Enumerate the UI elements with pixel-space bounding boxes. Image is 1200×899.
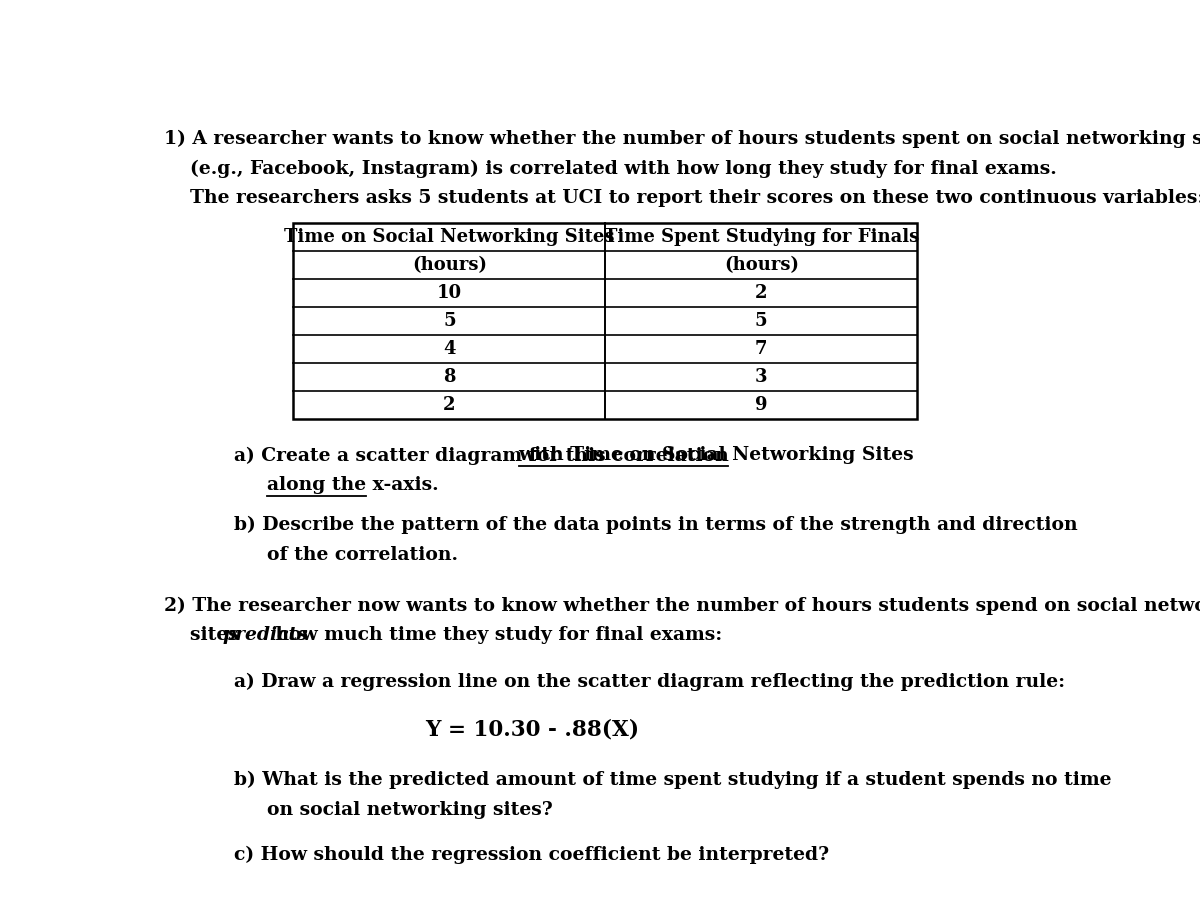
Text: how much time they study for final exams:: how much time they study for final exams… [269, 627, 722, 645]
Text: 2: 2 [755, 284, 768, 302]
Text: of the correlation.: of the correlation. [268, 546, 458, 564]
Text: 5: 5 [755, 312, 768, 330]
Text: b) What is the predicted amount of time spent studying if a student spends no ti: b) What is the predicted amount of time … [234, 771, 1111, 789]
Text: (hours): (hours) [724, 256, 799, 274]
Text: The researchers asks 5 students at UCI to report their scores on these two conti: The researchers asks 5 students at UCI t… [164, 189, 1200, 207]
Text: 5: 5 [443, 312, 456, 330]
Text: 8: 8 [443, 369, 456, 387]
Text: 4: 4 [443, 340, 456, 358]
Text: c) How should the regression coefficient be interpreted?: c) How should the regression coefficient… [234, 846, 829, 864]
Text: Y = 10.30 - .88(X): Y = 10.30 - .88(X) [425, 719, 640, 741]
Text: with Time on Social Networking Sites: with Time on Social Networking Sites [518, 446, 914, 464]
Text: b) Describe the pattern of the data points in terms of the strength and directio: b) Describe the pattern of the data poin… [234, 516, 1078, 534]
Text: 7: 7 [755, 340, 768, 358]
Text: along the x-axis.: along the x-axis. [268, 476, 439, 494]
Text: (hours): (hours) [412, 256, 487, 274]
Text: 3: 3 [755, 369, 768, 387]
Text: 1) A researcher wants to know whether the number of hours students spent on soci: 1) A researcher wants to know whether th… [164, 130, 1200, 148]
Text: 2) The researcher now wants to know whether the number of hours students spend o: 2) The researcher now wants to know whet… [164, 597, 1200, 615]
Bar [293, 223, 917, 419]
Text: 2: 2 [443, 396, 456, 414]
Text: a) Create a scatter diagram for this correlation: a) Create a scatter diagram for this cor… [234, 446, 734, 465]
Text: 9: 9 [755, 396, 768, 414]
Text: 10: 10 [437, 284, 462, 302]
Text: predicts: predicts [222, 627, 307, 645]
Text: a) Draw a regression line on the scatter diagram reflecting the prediction rule:: a) Draw a regression line on the scatter… [234, 672, 1064, 691]
Text: on social networking sites?: on social networking sites? [268, 801, 553, 819]
Text: Time on Social Networking Sites: Time on Social Networking Sites [284, 227, 614, 245]
Text: (e.g., Facebook, Instagram) is correlated with how long they study for final exa: (e.g., Facebook, Instagram) is correlate… [164, 159, 1057, 178]
Text: Time Spent Studying for Finals: Time Spent Studying for Finals [604, 227, 919, 245]
Text: sites: sites [164, 627, 245, 645]
